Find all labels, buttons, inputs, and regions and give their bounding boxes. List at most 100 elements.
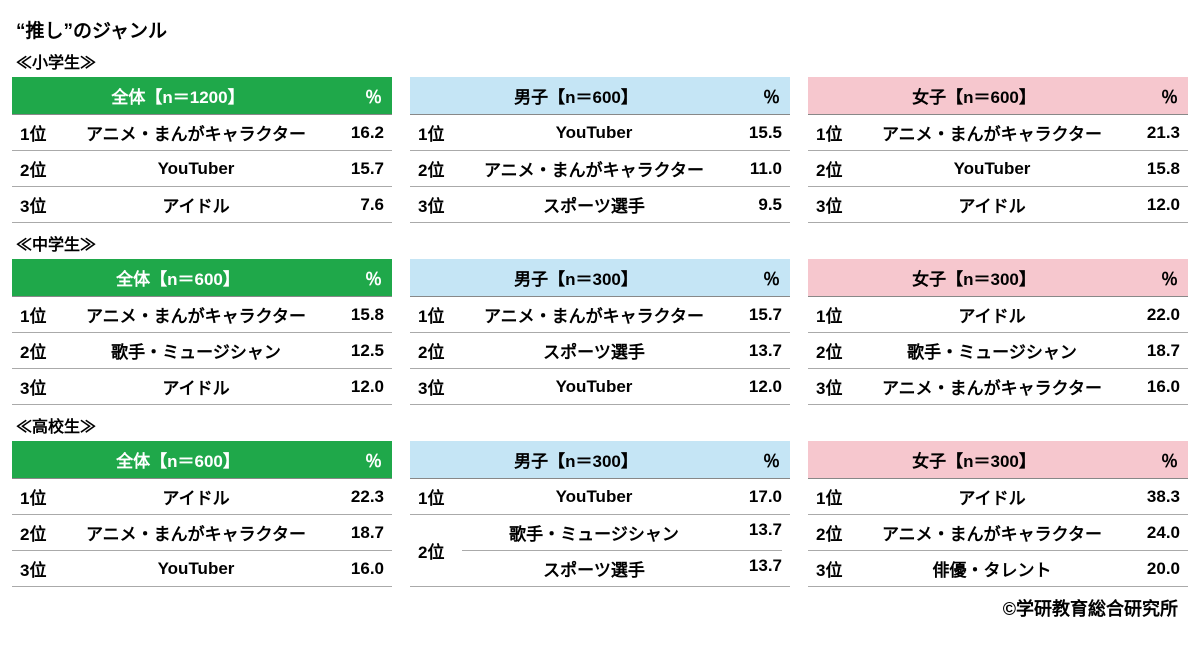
- header-title: 男子【n＝300】: [420, 447, 732, 472]
- group-highschool: ≪高校生≫ 全体【n＝600】 ％ 1位アイドル22.3 2位アニメ・まんがキャ…: [12, 413, 1188, 587]
- percent-label: ％: [1130, 265, 1178, 290]
- table-row: 3位YouTuber16.0: [12, 551, 392, 587]
- pct-cell: 11.0: [726, 159, 782, 179]
- item-cell: アイドル: [860, 302, 1124, 327]
- rank-cell: 1位: [816, 302, 860, 327]
- pct-cell: 16.0: [328, 559, 384, 579]
- item-cell: YouTuber: [462, 123, 726, 143]
- panel-header: 全体【n＝600】 ％: [12, 259, 392, 297]
- group-elementary: ≪小学生≫ 全体【n＝1200】 ％ 1位アニメ・まんがキャラクター16.2 2…: [12, 49, 1188, 223]
- rank-cell: 2位: [418, 515, 462, 586]
- item-cell: YouTuber: [462, 487, 726, 507]
- item-cell: 歌手・ミュージシャン: [860, 338, 1124, 363]
- item-cell: 歌手・ミュージシャン: [462, 520, 726, 545]
- item-cell: アイドル: [64, 484, 328, 509]
- panel-girls: 女子【n＝600】 ％ 1位アニメ・まんがキャラクター21.3 2位YouTub…: [808, 77, 1188, 223]
- panel-boys: 男子【n＝300】 ％ 1位YouTuber17.0 2位 歌手・ミュージシャン…: [410, 441, 790, 587]
- pct-cell: 24.0: [1124, 523, 1180, 543]
- percent-label: ％: [1130, 447, 1178, 472]
- pct-cell: 7.6: [328, 195, 384, 215]
- item-cell: アイドル: [64, 192, 328, 217]
- panel-header: 女子【n＝600】 ％: [808, 77, 1188, 115]
- item-cell: アニメ・まんがキャラクター: [64, 120, 328, 145]
- item-cell: スポーツ選手: [462, 192, 726, 217]
- table-row: 2位歌手・ミュージシャン12.5: [12, 333, 392, 369]
- rank-cell: 1位: [418, 120, 462, 145]
- rank-cell: 1位: [418, 484, 462, 509]
- item-cell: アニメ・まんがキャラクター: [64, 520, 328, 545]
- table-row: 2位スポーツ選手13.7: [410, 333, 790, 369]
- pct-cell: 12.0: [328, 377, 384, 397]
- rank-cell: 2位: [816, 156, 860, 181]
- tied-rank-row: 2位 歌手・ミュージシャン13.7 スポーツ選手13.7: [410, 515, 790, 587]
- page-title: “推し”のジャンル: [12, 16, 1188, 43]
- table-row: 3位俳優・タレント20.0: [808, 551, 1188, 587]
- rank-cell: 2位: [816, 520, 860, 545]
- item-cell: アニメ・まんがキャラクター: [64, 302, 328, 327]
- panel-girls: 女子【n＝300】 ％ 1位アイドル22.0 2位歌手・ミュージシャン18.7 …: [808, 259, 1188, 405]
- rank-cell: 2位: [418, 338, 462, 363]
- header-title: 女子【n＝300】: [818, 447, 1130, 472]
- table-row: 3位アイドル12.0: [808, 187, 1188, 223]
- item-cell: YouTuber: [462, 377, 726, 397]
- pct-cell: 12.5: [328, 341, 384, 361]
- panel-overall: 全体【n＝600】 ％ 1位アニメ・まんがキャラクター15.8 2位歌手・ミュー…: [12, 259, 392, 405]
- pct-cell: 38.3: [1124, 487, 1180, 507]
- pct-cell: 18.7: [1124, 341, 1180, 361]
- table-row: 3位YouTuber12.0: [410, 369, 790, 405]
- table-row: 1位アニメ・まんがキャラクター21.3: [808, 115, 1188, 151]
- pct-cell: 13.7: [726, 556, 782, 581]
- pct-cell: 13.7: [726, 520, 782, 545]
- table-row: 1位アニメ・まんがキャラクター15.7: [410, 297, 790, 333]
- rank-cell: 2位: [418, 156, 462, 181]
- rank-cell: 1位: [816, 484, 860, 509]
- rank-cell: 3位: [816, 556, 860, 581]
- item-cell: アニメ・まんがキャラクター: [860, 374, 1124, 399]
- panel-header: 女子【n＝300】 ％: [808, 259, 1188, 297]
- table-row: 歌手・ミュージシャン13.7: [462, 515, 782, 551]
- table-row: 2位アニメ・まんがキャラクター24.0: [808, 515, 1188, 551]
- panel-header: 全体【n＝1200】 ％: [12, 77, 392, 115]
- item-cell: スポーツ選手: [462, 556, 726, 581]
- pct-cell: 17.0: [726, 487, 782, 507]
- rank-cell: 2位: [20, 338, 64, 363]
- table-row: 1位アニメ・まんがキャラクター16.2: [12, 115, 392, 151]
- percent-label: ％: [732, 83, 780, 108]
- item-cell: アニメ・まんがキャラクター: [462, 302, 726, 327]
- panel-overall: 全体【n＝1200】 ％ 1位アニメ・まんがキャラクター16.2 2位YouTu…: [12, 77, 392, 223]
- percent-label: ％: [334, 83, 382, 108]
- rank-cell: 2位: [20, 520, 64, 545]
- rank-cell: 1位: [418, 302, 462, 327]
- pct-cell: 16.2: [328, 123, 384, 143]
- pct-cell: 13.7: [726, 341, 782, 361]
- table-row: 3位アイドル7.6: [12, 187, 392, 223]
- header-title: 全体【n＝600】: [22, 447, 334, 472]
- header-title: 全体【n＝1200】: [22, 83, 334, 108]
- table-row: 2位アニメ・まんがキャラクター11.0: [410, 151, 790, 187]
- header-title: 男子【n＝300】: [420, 265, 732, 290]
- item-cell: 歌手・ミュージシャン: [64, 338, 328, 363]
- rank-cell: 3位: [418, 374, 462, 399]
- panel-header: 男子【n＝300】 ％: [410, 441, 790, 479]
- item-cell: YouTuber: [64, 559, 328, 579]
- rank-cell: 3位: [816, 374, 860, 399]
- item-cell: YouTuber: [860, 159, 1124, 179]
- pct-cell: 21.3: [1124, 123, 1180, 143]
- group-label: ≪小学生≫: [12, 49, 1188, 73]
- table-row: 2位YouTuber15.7: [12, 151, 392, 187]
- header-title: 女子【n＝600】: [818, 83, 1130, 108]
- item-cell: アイドル: [64, 374, 328, 399]
- rank-cell: 3位: [20, 374, 64, 399]
- percent-label: ％: [1130, 83, 1178, 108]
- table-row: 3位アニメ・まんがキャラクター16.0: [808, 369, 1188, 405]
- table-row: 1位YouTuber15.5: [410, 115, 790, 151]
- pct-cell: 18.7: [328, 523, 384, 543]
- panel-header: 男子【n＝300】 ％: [410, 259, 790, 297]
- panel-header: 全体【n＝600】 ％: [12, 441, 392, 479]
- panel-boys: 男子【n＝300】 ％ 1位アニメ・まんがキャラクター15.7 2位スポーツ選手…: [410, 259, 790, 405]
- table-row: スポーツ選手13.7: [462, 551, 782, 586]
- item-cell: アニメ・まんがキャラクター: [860, 120, 1124, 145]
- item-cell: アイドル: [860, 192, 1124, 217]
- rank-cell: 3位: [418, 192, 462, 217]
- rank-cell: 1位: [20, 484, 64, 509]
